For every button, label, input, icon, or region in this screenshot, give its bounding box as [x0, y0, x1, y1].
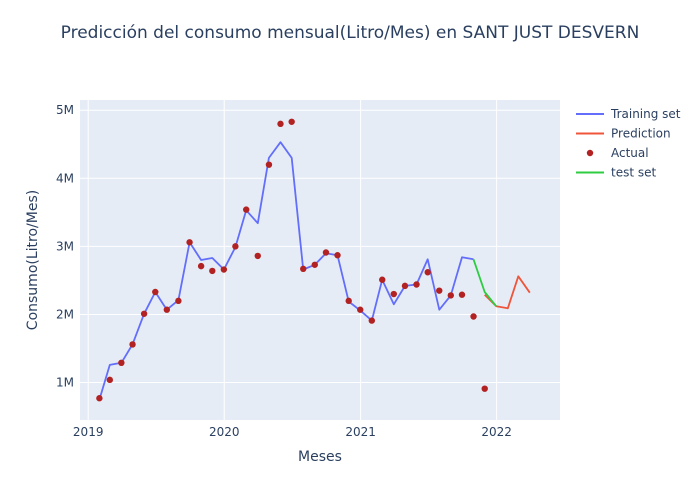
actual-point	[470, 313, 477, 320]
y-tick-label: 5M	[56, 103, 74, 117]
actual-point	[140, 310, 148, 317]
test-set-line	[472, 259, 497, 307]
actual-point	[288, 118, 295, 125]
y-axis-title: Consumo(Litro/Mes)	[25, 190, 41, 330]
x-tick-label: 2022	[481, 425, 512, 439]
series-layer	[96, 118, 531, 402]
legend-item-prediction[interactable]: Prediction	[576, 127, 671, 141]
actual-point	[254, 252, 261, 260]
actual-point	[413, 281, 420, 288]
actual-point	[163, 306, 171, 313]
actual-point	[458, 291, 466, 298]
x-tick-label: 2019	[73, 425, 104, 439]
actual-point	[106, 376, 114, 384]
legend-item-training-set[interactable]: Training set	[576, 107, 681, 121]
y-tick-label: 2M	[56, 307, 74, 321]
legend[interactable]: Training set Prediction Actual test set	[576, 107, 681, 180]
actual-point	[345, 297, 352, 305]
grid-lines	[80, 100, 560, 420]
actual-point	[368, 317, 376, 324]
legend-label: Training set	[610, 107, 681, 121]
actual-point	[96, 395, 103, 402]
actual-point	[232, 243, 239, 250]
y-tick-label: 4M	[56, 171, 74, 185]
x-tick-label: 2020	[209, 425, 240, 439]
actual-point	[401, 282, 409, 290]
actual-point	[379, 276, 386, 283]
actual-point	[300, 265, 307, 273]
actual-point	[175, 297, 182, 305]
y-axis-ticks: 1M 2M 3M 4M 5M	[56, 103, 74, 389]
actual-point	[118, 359, 125, 367]
actual-point	[424, 269, 431, 276]
actual-point	[129, 341, 136, 348]
actual-point	[186, 239, 193, 246]
actual-point	[197, 262, 205, 270]
legend-item-test-set[interactable]: test set	[576, 166, 656, 180]
x-axis-ticks: 2019 2020 2021 2022	[73, 425, 512, 439]
legend-item-actual[interactable]: Actual	[586, 146, 649, 160]
actual-point	[265, 161, 273, 168]
actual-point	[447, 292, 455, 299]
y-tick-label: 3M	[56, 239, 74, 253]
actual-point	[311, 261, 318, 268]
actual-point	[334, 252, 341, 259]
legend-label: test set	[611, 166, 656, 180]
actual-point	[209, 267, 216, 275]
x-axis-title: Meses	[298, 449, 342, 465]
actual-point	[243, 206, 250, 213]
chart-title: Predicción del consumo mensual(Litro/Mes…	[61, 23, 640, 43]
legend-label: Prediction	[611, 127, 671, 141]
training-set-line	[98, 141, 474, 400]
actual-point	[481, 385, 488, 392]
actual-point	[277, 120, 284, 128]
legend-marker-actual	[586, 149, 594, 157]
actual-point	[220, 266, 228, 273]
actual-point	[436, 287, 443, 294]
actual-point	[390, 290, 397, 298]
actual-point	[152, 288, 159, 296]
x-tick-label: 2021	[345, 425, 376, 439]
actual-point	[357, 306, 364, 313]
legend-label: Actual	[611, 146, 649, 160]
y-tick-label: 1M	[56, 376, 74, 390]
actual-point	[322, 249, 330, 256]
